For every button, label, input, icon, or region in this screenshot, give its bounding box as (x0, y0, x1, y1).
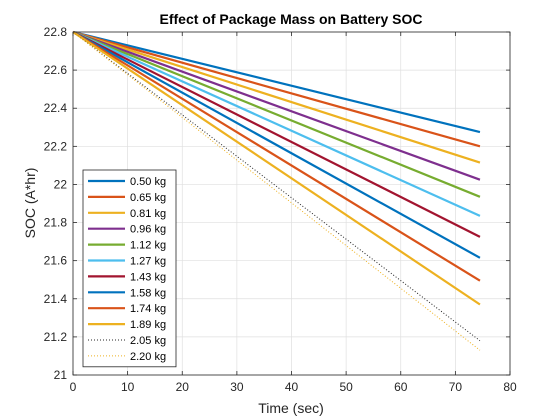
x-tick-label: 80 (503, 380, 517, 394)
y-tick-label: 22.8 (44, 25, 68, 39)
x-tick-label: 20 (176, 380, 190, 394)
legend-label-2: 0.81 kg (130, 208, 166, 220)
series-line-6 (72, 31, 481, 238)
y-tick-label: 21.4 (44, 292, 68, 306)
y-tick-label: 22.4 (44, 101, 68, 115)
legend-label-1: 0.65 kg (130, 192, 166, 204)
x-tick-label: 70 (449, 380, 463, 394)
series-line-5 (72, 30, 481, 217)
x-axis-ticks: 0 10 20 30 40 50 60 70 80 (70, 32, 517, 394)
legend-label-11: 2.20 kg (130, 351, 166, 363)
series-line-10 (72, 31, 481, 342)
series-line-7 (72, 31, 481, 259)
legend-label-8: 1.74 kg (130, 303, 166, 315)
y-tick-label: 21.8 (44, 216, 68, 230)
legend-label-0: 0.50 kg (130, 176, 166, 188)
legend-label-3: 0.96 kg (130, 224, 166, 236)
y-tick-label: 22.2 (44, 139, 68, 153)
x-tick-label: 40 (285, 380, 299, 394)
x-tick-label: 60 (394, 380, 408, 394)
series-line-2 (72, 30, 481, 164)
series-line-8 (72, 31, 481, 282)
series-line-11 (72, 31, 481, 351)
legend-label-9: 1.89 kg (130, 319, 166, 331)
y-tick-label: 21 (54, 368, 68, 382)
legend-label-5: 1.27 kg (130, 256, 166, 268)
x-tick-label: 10 (121, 380, 135, 394)
y-tick-label: 21.6 (44, 254, 68, 268)
y-tick-label: 22.6 (44, 63, 68, 77)
series-group (72, 30, 481, 351)
y-tick-label: 21.2 (44, 330, 68, 344)
series-line-9 (72, 31, 481, 306)
legend: 0.50 kg 0.65 kg 0.81 kg 0.96 kg 1.12 kg 1.27 … (82, 169, 177, 368)
y-axis-label: SOC (A*hr) (22, 168, 38, 239)
series-line-3 (72, 30, 481, 181)
legend-label-10: 2.05 kg (130, 335, 166, 347)
legend-label-7: 1.58 kg (130, 287, 166, 299)
legend-label-6: 1.43 kg (130, 271, 166, 283)
series-line-1 (72, 30, 481, 148)
x-tick-label: 50 (339, 380, 353, 394)
legend-box (82, 169, 177, 368)
legend-label-4: 1.12 kg (130, 240, 166, 252)
x-tick-label: 0 (70, 380, 77, 394)
y-tick-label: 22 (54, 177, 68, 191)
y-axis-ticks: 21 21.2 21.4 21.6 21.8 22 22.2 22.4 22.6 22.8 (44, 25, 510, 382)
x-axis-label: Time (sec) (258, 400, 324, 416)
series-line-0 (72, 30, 481, 134)
x-tick-label: 30 (230, 380, 244, 394)
chart-title: Effect of Package Mass on Battery SOC (160, 11, 423, 27)
series-line-4 (72, 30, 481, 198)
